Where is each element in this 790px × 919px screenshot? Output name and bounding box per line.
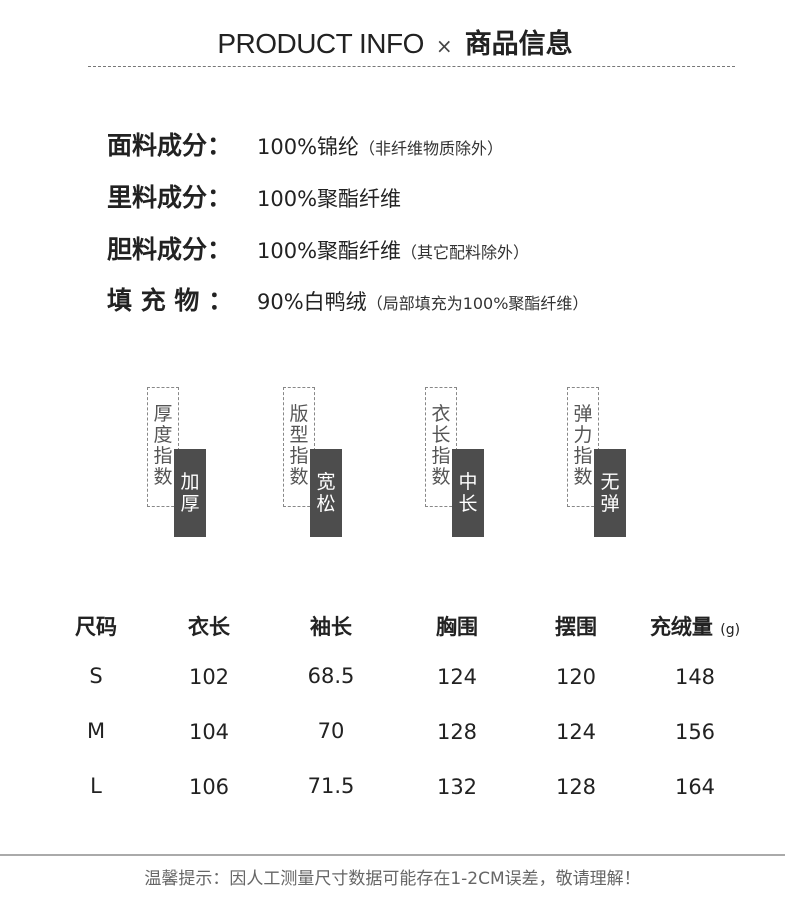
fabric-row: 填 充 物 ： 90%白鸭绒（局部填充为100%聚酯纤维） <box>107 281 588 321</box>
table-header: 袖长 <box>271 611 391 641</box>
table-cell: M <box>86 719 106 743</box>
header-text: 胸围 <box>436 615 478 639</box>
table-cell: 128 <box>436 720 478 744</box>
index-value: 无弹 <box>594 449 626 537</box>
footer-note: 温馨提示：因人工测量尺寸数据可能存在1-2CM误差，敬请理解！ <box>144 869 641 889</box>
table-cell: 164 <box>674 775 716 799</box>
table-cell: 120 <box>555 665 597 689</box>
table-cell: 128 <box>555 775 597 799</box>
index-label-box <box>147 387 179 507</box>
table-cell: 70 <box>317 719 345 743</box>
index-label: 版型指数 <box>289 403 309 488</box>
table-header: 尺码 <box>36 611 156 641</box>
fabric-row: 胆料成分： 100%聚酯纤维（其它配料除外） <box>107 230 529 270</box>
fabric-label: 胆料成分： <box>107 235 233 264</box>
index-label-box <box>425 387 457 507</box>
table-cell: S <box>89 664 103 688</box>
fabric-label: 里料成分： <box>107 183 233 212</box>
header-text: 袖长 <box>310 615 352 639</box>
table-cell: L <box>90 774 102 798</box>
header-text: 摆围 <box>555 615 597 639</box>
fabric-note: （局部填充为100%聚酯纤维） <box>366 294 589 313</box>
dashed-divider <box>88 66 735 67</box>
table-cell: 156 <box>674 720 716 744</box>
table-cell: 68.5 <box>307 664 355 688</box>
section-title: PRODUCT INFO × 商品信息 <box>0 22 790 61</box>
table-cell: 71.5 <box>307 774 355 798</box>
table-header: 充绒量 (g) <box>635 611 755 641</box>
fabric-value: 100%锦纶 <box>257 135 360 159</box>
fabric-note: （非纤维物质除外） <box>359 139 504 158</box>
table-cell: 104 <box>188 720 230 744</box>
fabric-label: 面料成分： <box>107 131 233 160</box>
table-header: 摆围 <box>516 611 636 641</box>
fabric-value: 100%聚酯纤维 <box>257 239 402 263</box>
fabric-value: 90%白鸭绒 <box>257 290 367 314</box>
index-label-box <box>567 387 599 507</box>
table-cell: 106 <box>188 775 230 799</box>
table-cell: 124 <box>555 720 597 744</box>
fabric-row: 里料成分： 100%聚酯纤维 <box>107 178 401 218</box>
header-text: 尺码 <box>75 615 117 639</box>
footer-divider <box>0 854 785 856</box>
index-value: 宽松 <box>310 449 342 537</box>
title-english: PRODUCT INFO <box>217 28 424 59</box>
table-header: 胸围 <box>397 611 517 641</box>
index-label: 厚度指数 <box>153 403 173 488</box>
index-label: 弹力指数 <box>573 403 593 488</box>
table-header: 衣长 <box>149 611 269 641</box>
fabric-value: 100%聚酯纤维 <box>257 187 402 211</box>
table-cell: 124 <box>436 665 478 689</box>
separator: × <box>435 34 453 58</box>
fabric-label: 填 充 物 ： <box>107 286 234 315</box>
index-value: 加厚 <box>174 449 206 537</box>
fabric-row: 面料成分： 100%锦纶（非纤维物质除外） <box>107 126 503 166</box>
index-value: 中长 <box>452 449 484 537</box>
table-cell: 148 <box>674 665 716 689</box>
index-label: 衣长指数 <box>431 403 451 488</box>
table-cell: 102 <box>188 665 230 689</box>
index-label-box <box>283 387 315 507</box>
unit-label: (g) <box>720 622 741 638</box>
fabric-note: （其它配料除外） <box>401 243 530 262</box>
title-chinese: 商品信息 <box>464 29 573 60</box>
header-text: 充绒量 <box>649 615 713 639</box>
header-text: 衣长 <box>188 615 230 639</box>
table-cell: 132 <box>436 775 478 799</box>
